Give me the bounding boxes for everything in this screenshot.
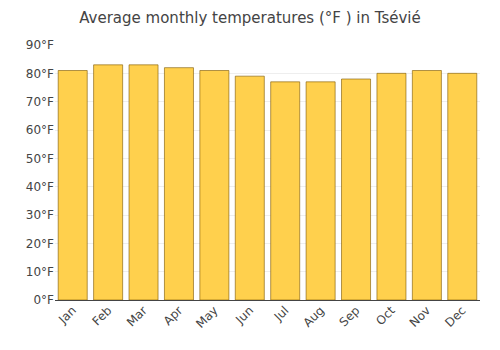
svg-text:Feb: Feb — [90, 303, 115, 328]
svg-text:Dec: Dec — [442, 303, 468, 329]
svg-text:60°F: 60°F — [26, 123, 54, 137]
svg-text:Jun: Jun — [232, 303, 256, 327]
svg-text:Mar: Mar — [124, 303, 150, 329]
svg-text:Sep: Sep — [337, 303, 363, 329]
svg-text:70°F: 70°F — [26, 95, 54, 109]
svg-text:Jan: Jan — [55, 303, 79, 327]
svg-text:30°F: 30°F — [26, 208, 54, 222]
svg-text:Oct: Oct — [373, 303, 398, 328]
svg-text:Jul: Jul — [271, 303, 292, 324]
svg-text:40°F: 40°F — [26, 180, 54, 194]
svg-text:0°F: 0°F — [33, 293, 54, 307]
svg-text:80°F: 80°F — [26, 67, 54, 81]
svg-text:Aug: Aug — [301, 303, 327, 329]
svg-text:Average monthly temperatures (: Average monthly temperatures (°F ) in Ts… — [79, 9, 421, 27]
svg-text:90°F: 90°F — [26, 38, 54, 52]
svg-text:10°F: 10°F — [26, 265, 54, 279]
svg-text:Apr: Apr — [161, 303, 186, 328]
svg-text:Nov: Nov — [407, 303, 433, 329]
svg-text:May: May — [193, 303, 220, 330]
svg-text:50°F: 50°F — [26, 152, 54, 166]
svg-text:20°F: 20°F — [26, 237, 54, 251]
